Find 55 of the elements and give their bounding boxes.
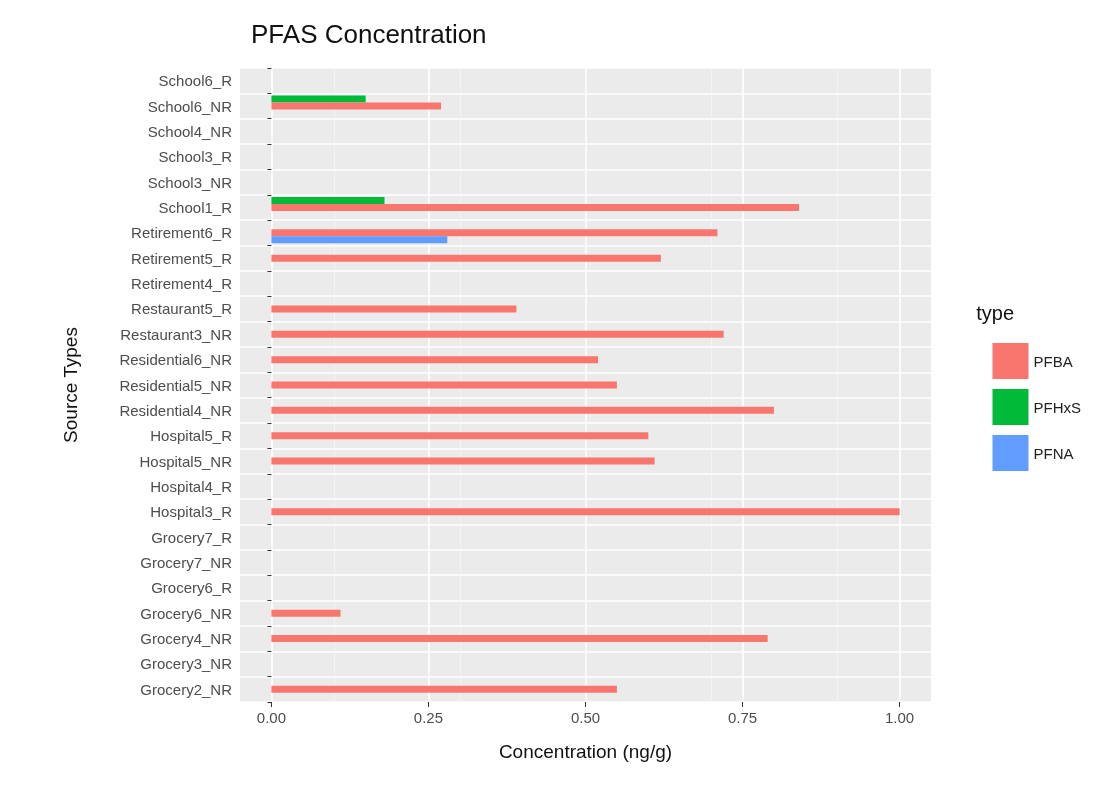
y-tick-label: Retirement5_R — [131, 249, 233, 267]
bar — [271, 95, 366, 103]
legend-label: PFHxS — [1033, 398, 1082, 416]
y-tick-label: Restaurant3_NR — [120, 325, 233, 343]
y-tick-label: Residential4_NR — [119, 401, 233, 419]
legend-title: type — [976, 302, 1015, 324]
bar — [271, 508, 900, 516]
y-tick-label: School3_NR — [147, 173, 233, 191]
bar — [271, 381, 617, 389]
y-tick-label: Restaurant5_R — [131, 300, 233, 318]
bar — [271, 406, 774, 414]
legend-label: PFNA — [1033, 444, 1074, 462]
bar — [271, 457, 655, 465]
bar — [271, 236, 448, 244]
x-tick-label: 0.25 — [413, 709, 444, 726]
y-tick-label: Retirement6_R — [131, 224, 233, 242]
bar — [271, 102, 442, 110]
bar — [271, 196, 385, 204]
bar — [271, 609, 341, 617]
y-tick-label: School4_NR — [147, 122, 233, 140]
bar — [271, 305, 517, 313]
y-tick-label: Grocery4_NR — [140, 630, 233, 648]
bar — [271, 229, 718, 237]
y-tick-label: Grocery7_R — [151, 528, 233, 546]
x-tick-label: 0.50 — [570, 709, 601, 726]
y-tick-label: Grocery6_R — [151, 579, 233, 597]
y-axis-title: Source Types — [60, 327, 81, 443]
y-tick-label: School6_NR — [147, 97, 233, 115]
bar — [271, 635, 768, 643]
y-tick-label: Residential6_NR — [119, 351, 233, 369]
y-tick-label: Hospital5_R — [150, 427, 233, 445]
y-tick-label: Grocery2_NR — [140, 680, 233, 698]
bar — [271, 330, 724, 338]
x-tick-label: 1.00 — [884, 709, 915, 726]
bar — [271, 254, 661, 262]
y-tick-label: School6_R — [158, 72, 233, 90]
y-tick-label: Hospital3_R — [150, 503, 233, 521]
y-tick-label: Grocery6_NR — [140, 604, 233, 622]
y-tick-label: School3_R — [158, 148, 233, 166]
y-tick-label: Hospital4_R — [150, 477, 233, 495]
chart-title: PFAS Concentration — [251, 19, 487, 49]
bar — [271, 685, 617, 693]
x-tick-label: 0.75 — [727, 709, 758, 726]
y-tick-label: Grocery7_NR — [140, 554, 233, 572]
y-tick-label: Retirement4_R — [131, 275, 233, 293]
bar — [271, 356, 599, 364]
y-tick-label: Residential5_NR — [119, 376, 233, 394]
y-tick-label: School1_R — [158, 198, 233, 216]
bar — [271, 432, 649, 440]
legend-label: PFBA — [1033, 352, 1073, 370]
x-tick-label: 0.00 — [256, 709, 287, 726]
y-tick-label: Grocery3_NR — [140, 655, 233, 673]
bar — [271, 203, 800, 211]
y-tick-label: Hospital5_NR — [139, 452, 233, 470]
x-axis-title: Concentration (ng/g) — [498, 741, 673, 762]
